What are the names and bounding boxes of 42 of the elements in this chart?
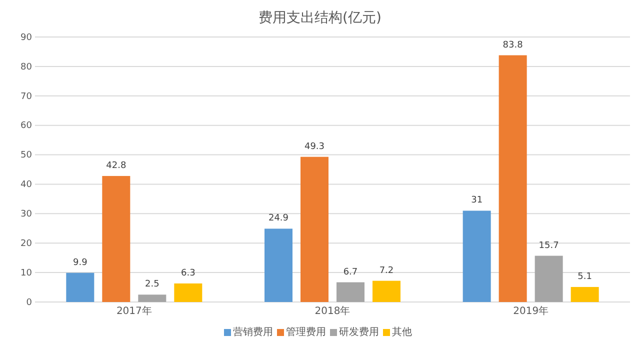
bar [498, 55, 527, 302]
chart-title: 费用支出结构(亿元) [258, 10, 382, 26]
data-label: 49.3 [304, 142, 325, 152]
legend-label: 研发费用 [339, 326, 379, 338]
data-label: 6.3 [181, 268, 196, 278]
y-tick-label: 40 [20, 180, 32, 190]
data-label: 7.2 [379, 266, 394, 276]
y-tick-label: 60 [20, 121, 32, 132]
legend-label: 管理费用 [286, 326, 326, 338]
bar [102, 176, 130, 302]
bar [336, 282, 364, 302]
y-tick-label: 20 [20, 238, 32, 249]
data-label: 42.8 [106, 160, 126, 171]
bar [570, 286, 599, 302]
bar [534, 256, 563, 302]
data-label: 9.9 [73, 258, 88, 268]
bar [138, 294, 166, 302]
y-tick-label: 90 [20, 32, 32, 43]
data-label: 6.7 [343, 267, 358, 278]
y-tick-label: 0 [26, 298, 32, 308]
data-label: 15.7 [538, 240, 559, 251]
y-tick-label: 80 [20, 62, 32, 72]
bar [174, 283, 202, 302]
y-tick-label: 30 [20, 210, 32, 220]
data-label: 31 [471, 196, 483, 206]
bar [300, 156, 328, 302]
y-tick-label: 10 [20, 268, 32, 278]
data-label: 24.9 [268, 214, 289, 224]
bar [462, 210, 491, 302]
data-label: 2.5 [145, 280, 160, 290]
data-label: 83.8 [502, 40, 524, 50]
bar [264, 228, 292, 302]
legend-label: 营销费用 [233, 326, 273, 338]
bar [66, 272, 94, 302]
x-tick-label: 2018年 [314, 305, 350, 317]
x-tick-label: 2017年 [116, 305, 152, 317]
y-tick-label: 70 [20, 92, 32, 102]
data-label: 5.1 [578, 272, 592, 282]
legend-label: 其他 [392, 326, 412, 338]
y-tick-label: 50 [20, 150, 32, 161]
bar [372, 280, 400, 302]
x-tick-label: 2019年 [513, 305, 549, 317]
